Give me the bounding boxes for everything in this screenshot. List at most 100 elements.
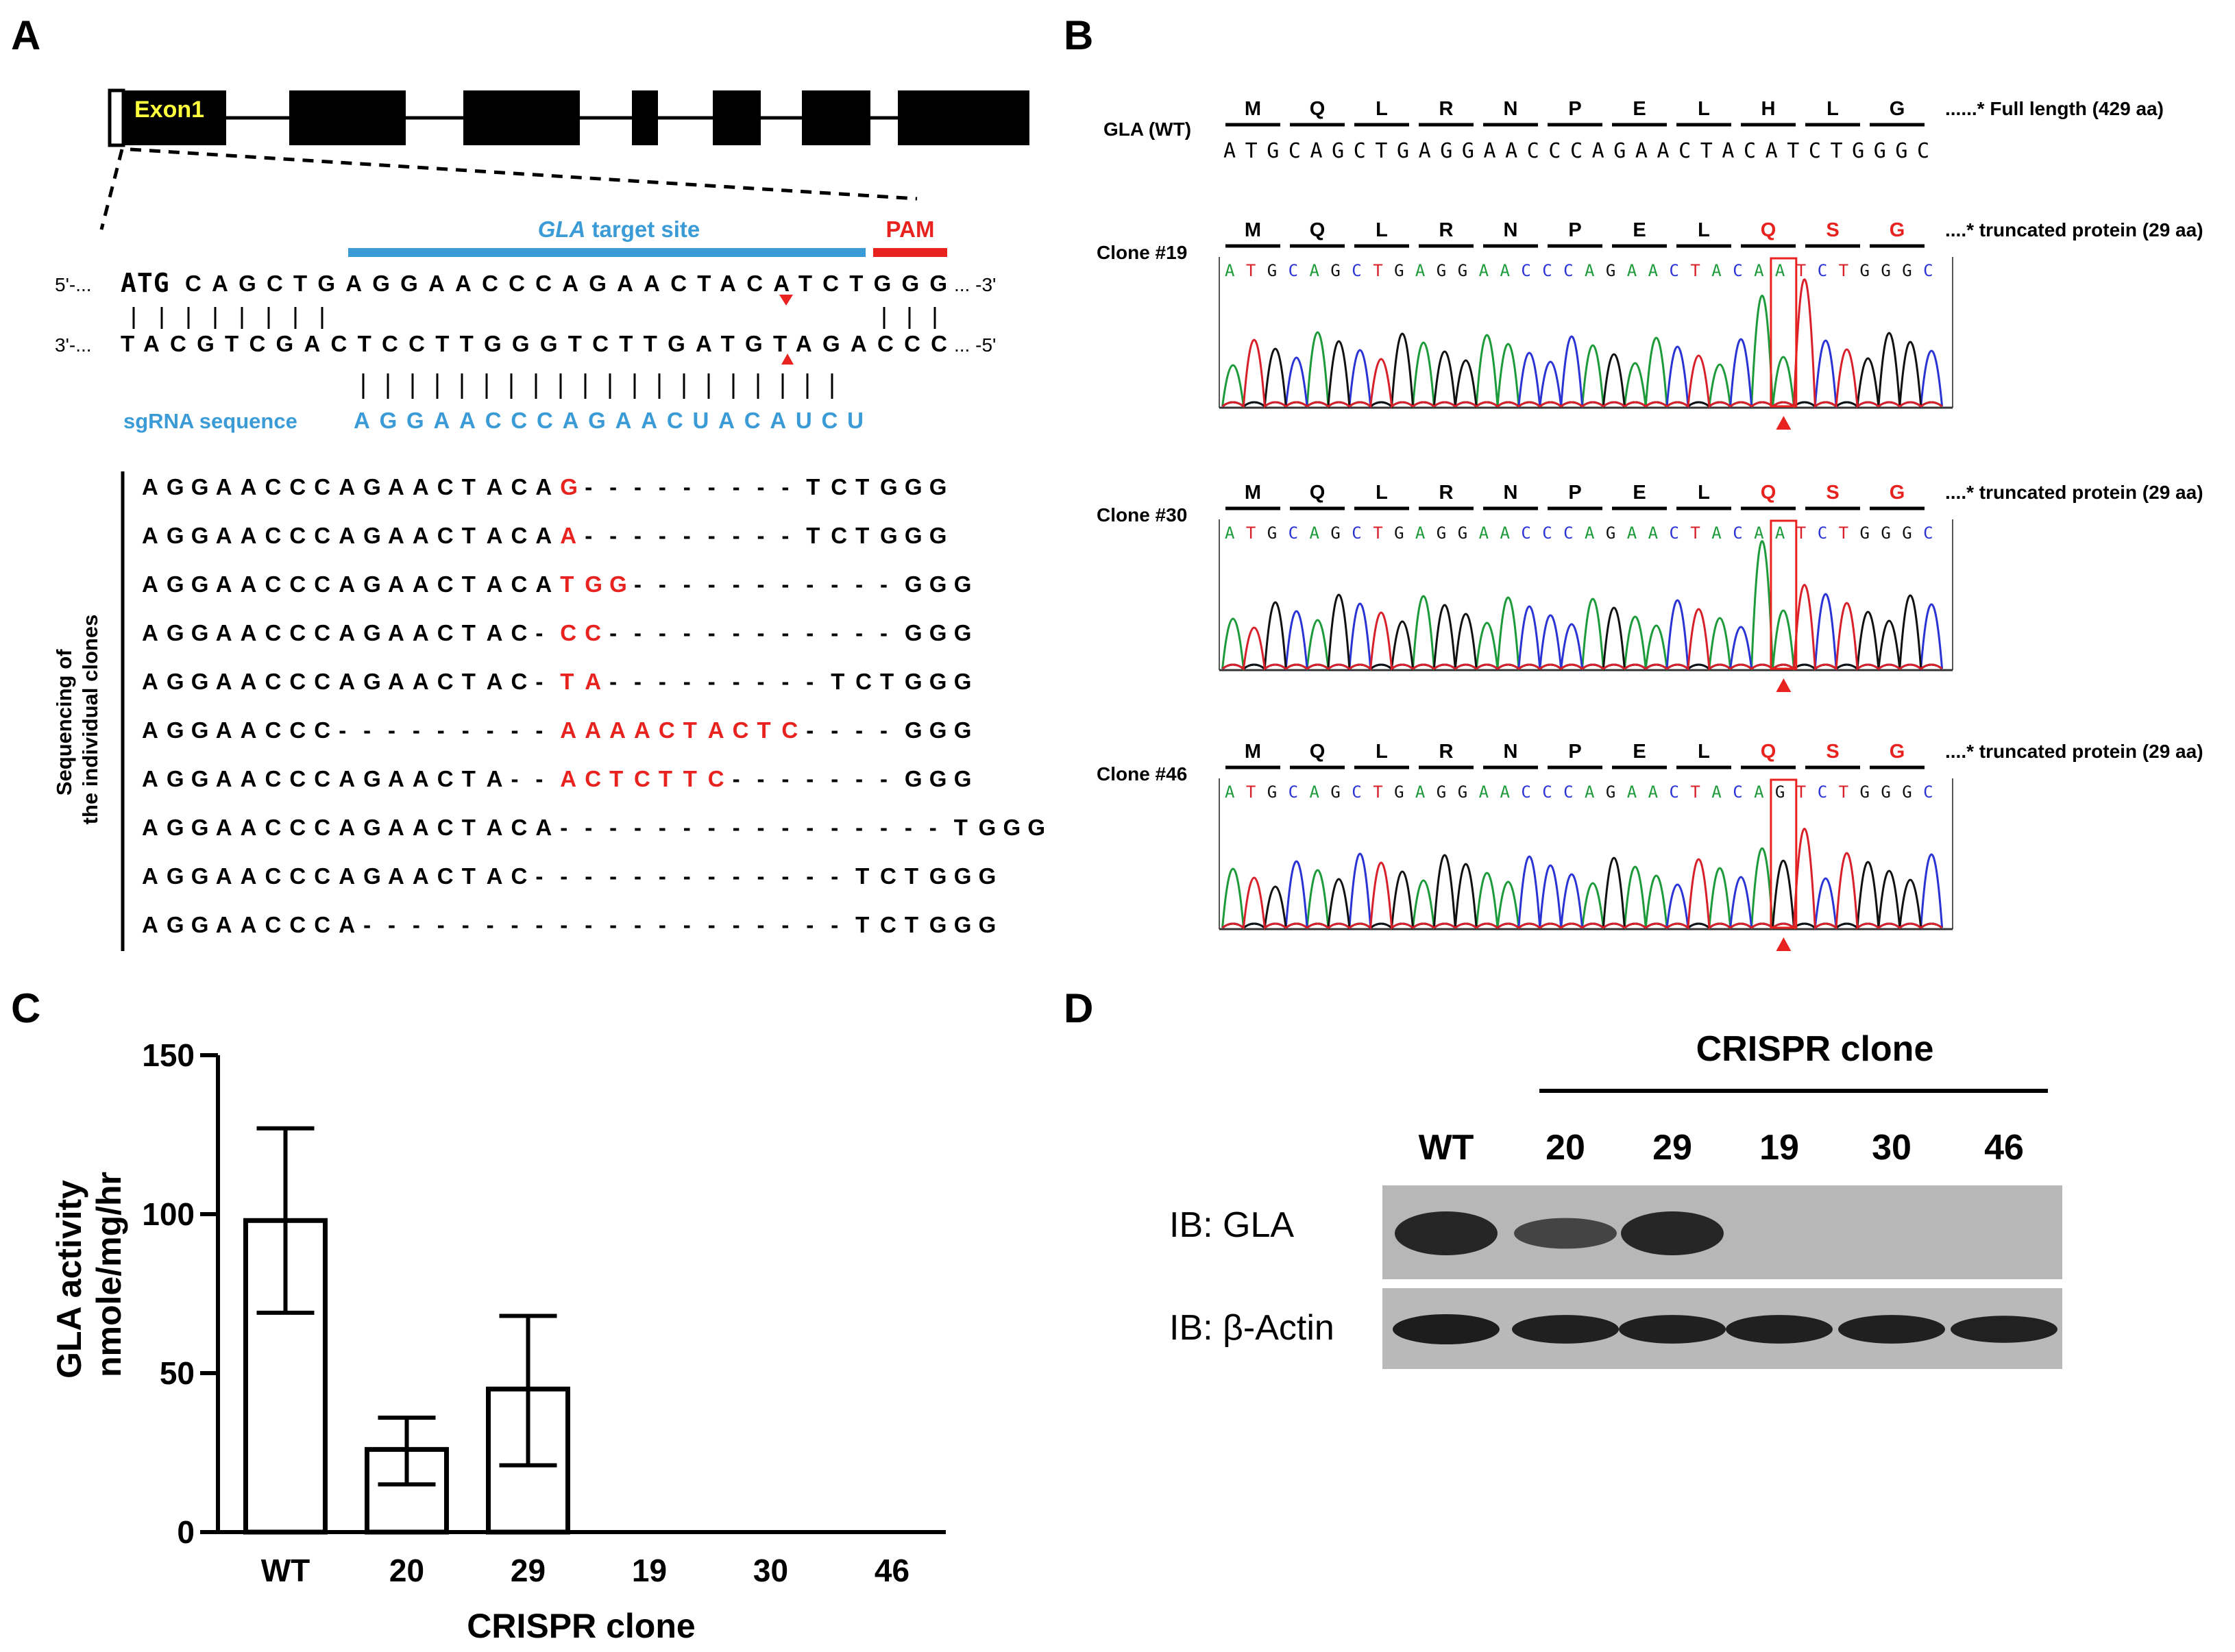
sequence-base: - xyxy=(609,474,617,500)
amino-acid: N xyxy=(1504,482,1518,504)
exon-1 xyxy=(123,90,226,145)
bottom-strand-seq: TACGTCGACTCCTTGGGTCTTGATGTAGACCC xyxy=(121,331,947,356)
trace-base: A xyxy=(1225,261,1235,280)
lane-labels: WT 20 29 19 30 46 xyxy=(1419,1128,2024,1168)
trace-base: A xyxy=(1500,523,1511,543)
trace-base: G xyxy=(1881,261,1890,280)
sequence-base: G xyxy=(191,523,209,548)
amino-acid: Q xyxy=(1310,98,1326,120)
trace-base: G xyxy=(1606,523,1615,543)
sequence-base: C xyxy=(265,863,282,889)
amino-acid: L xyxy=(1698,98,1710,120)
sequence-base: - xyxy=(437,912,445,937)
sequence-base: - xyxy=(683,863,691,889)
sequence-base: - xyxy=(880,571,888,597)
sequence-base: - xyxy=(831,863,838,889)
exon-4 xyxy=(632,90,658,145)
sequence-base: - xyxy=(708,912,716,937)
sequence-base: - xyxy=(683,912,691,937)
sequence-base: - xyxy=(781,669,789,694)
amino-acid: M xyxy=(1245,98,1261,120)
sequence-base: - xyxy=(609,669,617,694)
trace-base: G xyxy=(1458,782,1467,802)
trace-base: G xyxy=(1902,523,1912,543)
sequence-base: - xyxy=(560,863,567,889)
trace-base: C xyxy=(1289,523,1298,543)
trace-base: C xyxy=(1923,261,1933,280)
trace-base: A xyxy=(1500,261,1511,280)
sequence-base: - xyxy=(683,474,691,500)
clone-chromatogram-3: Clone #46 M Q L R N P E L Q S G ....* truncated prot… xyxy=(1097,741,2203,951)
sequence-base: A xyxy=(241,717,257,743)
sequence-base: T xyxy=(831,669,844,694)
sequence-base: A xyxy=(339,815,355,840)
pam-bar xyxy=(873,248,947,257)
sequence-base: C xyxy=(289,620,306,645)
sequence-base: G xyxy=(905,766,923,791)
trace-base: A xyxy=(1479,261,1489,280)
sequence-base: - xyxy=(634,815,642,840)
sequence-base: G xyxy=(191,571,209,597)
sequence-base: C xyxy=(855,669,872,694)
trace-base: A xyxy=(1415,523,1426,543)
trace-base: A xyxy=(1225,782,1235,802)
y-tick-label: 50 xyxy=(160,1355,195,1391)
amino-acid: L xyxy=(1698,741,1710,763)
amino-acid: Q xyxy=(1761,482,1776,504)
trace-base: A xyxy=(1415,261,1426,280)
actin-band xyxy=(1393,1314,1500,1344)
trace-base: A xyxy=(1754,782,1764,802)
sequence-base: A xyxy=(142,717,158,743)
sequence-base: G xyxy=(167,912,184,937)
amino-acid: R xyxy=(1439,98,1454,120)
amino-acid: G xyxy=(1890,741,1905,763)
actin-band xyxy=(1726,1315,1833,1344)
sequence-base: - xyxy=(609,863,617,889)
sequence-base: - xyxy=(781,863,789,889)
sequence-base: T xyxy=(462,474,476,500)
sequence-base: - xyxy=(413,717,420,743)
sequence-base: - xyxy=(831,815,838,840)
sequence-base: G xyxy=(979,815,997,840)
sequence-base: T xyxy=(855,474,869,500)
sequence-base: A xyxy=(241,523,257,548)
sequence-base: G xyxy=(191,815,209,840)
sequence-base: A xyxy=(487,620,503,645)
sequence-base: A xyxy=(560,717,576,743)
sequence-base: C xyxy=(314,766,330,791)
trace-base: A xyxy=(1627,782,1637,802)
wt-name: GLA (WT) xyxy=(1103,119,1191,140)
amino-acid: L xyxy=(1698,482,1710,504)
sgrna-seq: AGGAACCCAGAACUACAUCU xyxy=(354,408,864,433)
trace-base: G xyxy=(1458,523,1467,543)
sequence-base: - xyxy=(733,669,740,694)
sequence-base: - xyxy=(880,815,888,840)
amino-acid: G xyxy=(1890,219,1905,241)
sequence-base: - xyxy=(585,815,592,840)
amino-acid: N xyxy=(1504,98,1518,120)
sequence-base: - xyxy=(634,474,642,500)
sequence-base: A xyxy=(560,766,576,791)
lane-label: 20 xyxy=(1546,1128,1585,1168)
sequence-base: A xyxy=(388,474,404,500)
sequence-base: C xyxy=(314,571,330,597)
sequence-base: - xyxy=(781,912,789,937)
amino-acid: Q xyxy=(1761,741,1776,763)
sequence-base: G xyxy=(609,571,627,597)
amino-acid: L xyxy=(1376,98,1388,120)
sequence-base: A xyxy=(339,766,355,791)
gla-band xyxy=(1621,1211,1724,1255)
trace-base: A xyxy=(1310,782,1320,802)
exon1-label: Exon1 xyxy=(134,97,204,123)
sequence-base: G xyxy=(905,571,923,597)
sequence-base: - xyxy=(831,620,838,645)
sequence-base: C xyxy=(659,717,675,743)
sequence-base: A xyxy=(216,474,232,500)
sequence-base: - xyxy=(781,523,789,548)
sequence-base: C xyxy=(634,766,650,791)
trace-base: C xyxy=(1818,261,1827,280)
trace-base: A xyxy=(1585,523,1595,543)
